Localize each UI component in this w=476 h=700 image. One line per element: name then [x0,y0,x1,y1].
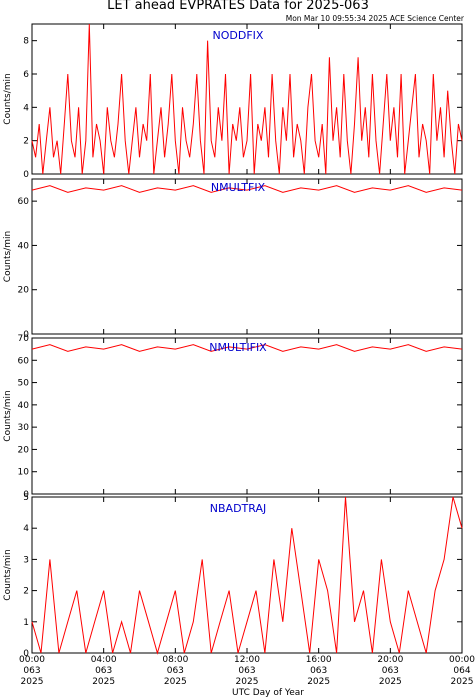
panel-nmultifix: Counts/min 0 10 20 30 40 50 60 70 NMULTIFIX [3,334,463,500]
panel-label: NBADTRAJ [210,502,266,515]
panel-nmultfix: Counts/min 0 20 40 60 NMULTFIX [3,178,463,340]
x-tick-label-year: 2025 [307,677,330,687]
x-axis-label: UTC Day of Year [232,688,304,698]
x-tick-label-time: 20:00 [377,655,403,665]
y-tick-label: 40 [18,241,30,251]
y-axis-label: Counts/min [3,390,13,441]
y-tick-label: 4 [23,524,29,534]
x-tick-label-time: 00:00 [449,655,475,665]
x-tick-label-doy: 063 [95,666,112,676]
y-axis-label: Counts/min [3,231,13,282]
y-tick-label: 50 [18,379,30,389]
y-tick-label: 20 [18,286,30,296]
y-tick-label: 0 [23,649,29,659]
x-tick-label-time: 08:00 [162,655,188,665]
x-tick-label-doy: 063 [382,666,399,676]
panel-label: NODDFIX [213,29,264,42]
x-tick-label-doy: 063 [167,666,184,676]
x-tick-label-doy: 063 [23,666,40,676]
panel-frame [31,337,463,495]
y-tick-label: 0 [23,490,29,500]
y-tick-label: 4 [23,103,29,113]
x-axis-labels: 00:00063202504:00063202508:00063202512:0… [19,655,475,687]
y-tick-label: 5 [23,493,29,503]
series-line-nbadtraj [31,496,463,655]
x-tick-label-doy: 064 [453,666,470,676]
y-tick-label: 60 [18,356,30,366]
panel-frame [31,178,463,335]
panel-label: NMULTFIX [211,181,266,194]
panel-label: NMULTIFIX [209,341,267,354]
panel-nbadtraj: Counts/min 0 1 2 3 4 5 NBADTRAJ [3,493,463,659]
chart-title: LET ahead EVPRATES Data for 2025-063 [107,0,369,13]
x-tick-label-year: 2025 [451,677,474,687]
chart-subtitle: Mon Mar 10 09:55:34 2025 ACE Science Cen… [286,14,465,23]
y-tick-label: 20 [18,445,30,455]
y-axis-label: Counts/min [3,73,13,124]
x-tick-label-time: 16:00 [306,655,332,665]
x-tick-label-time: 04:00 [91,655,117,665]
panel-noddfix: Counts/min 0 2 4 6 8 NODDFIX [3,23,463,180]
y-tick-label: 0 [23,170,29,180]
y-tick-label: 2 [23,137,29,147]
y-tick-label: 30 [18,423,30,433]
y-tick-label: 8 [23,37,29,47]
y-tick-label: 3 [23,555,29,565]
y-tick-label: 10 [18,468,30,478]
series-line-noddfix [31,23,463,175]
y-tick-label: 40 [18,401,30,411]
x-tick-label-year: 2025 [21,677,44,687]
y-tick-label: 60 [18,197,30,207]
x-tick-label-doy: 063 [310,666,327,676]
y-tick-label: 1 [23,618,29,628]
series-line-nmultifix [31,344,463,352]
y-tick-label: 6 [23,70,29,80]
series-line-nmultfix [31,185,463,193]
x-tick-label-year: 2025 [92,677,115,687]
y-axis-label: Counts/min [3,549,13,600]
x-tick-label-time: 00:00 [19,655,45,665]
x-tick-label-year: 2025 [379,677,402,687]
x-tick-label-doy: 063 [238,666,255,676]
x-tick-label-year: 2025 [236,677,259,687]
panel-frame [31,496,463,654]
y-tick-label: 0 [23,330,29,340]
x-tick-label-year: 2025 [164,677,187,687]
y-tick-label: 70 [18,334,30,344]
y-tick-label: 2 [23,587,29,597]
x-tick-label-time: 12:00 [234,655,260,665]
